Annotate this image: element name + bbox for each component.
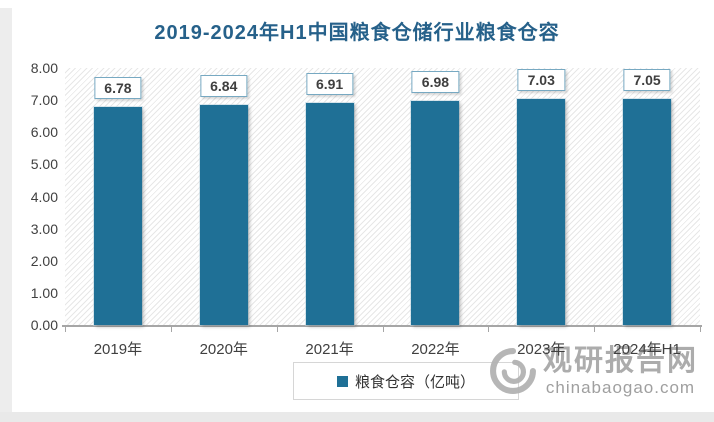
y-axis-tick-label: 1.00 (30, 284, 58, 301)
bar-2020年 (199, 105, 248, 325)
x-axis-tick-mark (276, 327, 278, 332)
bar-value-label: 7.05 (623, 68, 671, 91)
x-axis-tick-mark (65, 327, 66, 332)
y-axis-tick-label: 3.00 (30, 220, 58, 237)
x-axis-tick-mark (594, 327, 596, 332)
bar-2019年 (93, 107, 142, 325)
x-axis-category-label: 2020年 (199, 341, 248, 358)
x-axis-tick-mark (382, 327, 384, 332)
bar-value-label: 6.91 (305, 73, 354, 96)
y-axis-tick-label: 8.00 (30, 60, 58, 76)
x-axis-tick-mark (170, 327, 172, 332)
x-axis-category-label: 2019年 (93, 341, 143, 358)
bar-2021年 (305, 103, 354, 325)
bar-value-label: 7.03 (517, 69, 565, 92)
y-axis-tick-label: 4.00 (30, 188, 58, 205)
y-axis-tick-label: 5.00 (30, 156, 58, 173)
x-axis-tick-mark (488, 327, 490, 332)
x-axis-line (62, 325, 702, 327)
bar-2023年 (517, 99, 566, 325)
y-axis-tick-label: 0.00 (30, 317, 58, 333)
y-axis-tick-label: 2.00 (30, 252, 58, 269)
legend: 粮食仓容（亿吨） (293, 362, 519, 400)
bar-value-label: 6.78 (94, 77, 142, 100)
x-axis-tick-mark (700, 327, 701, 332)
plot-area (65, 68, 700, 325)
bar-value-label: 6.84 (200, 75, 248, 98)
watermark-site-url: chinabaogao.com (545, 377, 696, 397)
page-edge-bottom (0, 412, 714, 422)
legend-swatch-icon (336, 375, 348, 387)
chart-title: 2019-2024年H1中国粮食仓储行业粮食仓容 (154, 22, 560, 44)
y-axis-tick-label: 6.00 (30, 124, 58, 141)
bar-2024年H1 (623, 98, 672, 325)
y-axis-tick-label: 7.00 (30, 92, 58, 109)
x-axis-category-label: 2022年 (411, 341, 460, 358)
x-axis-category-label: 2024年H1 (613, 341, 681, 358)
bar-2022年 (411, 100, 460, 325)
page-edge-left (0, 8, 12, 414)
bar-value-label: 6.98 (411, 70, 460, 93)
x-axis-category-label: 2023年 (517, 341, 566, 358)
x-axis-category-label: 2021年 (305, 341, 354, 358)
legend-label: 粮食仓容（亿吨） (354, 373, 475, 391)
